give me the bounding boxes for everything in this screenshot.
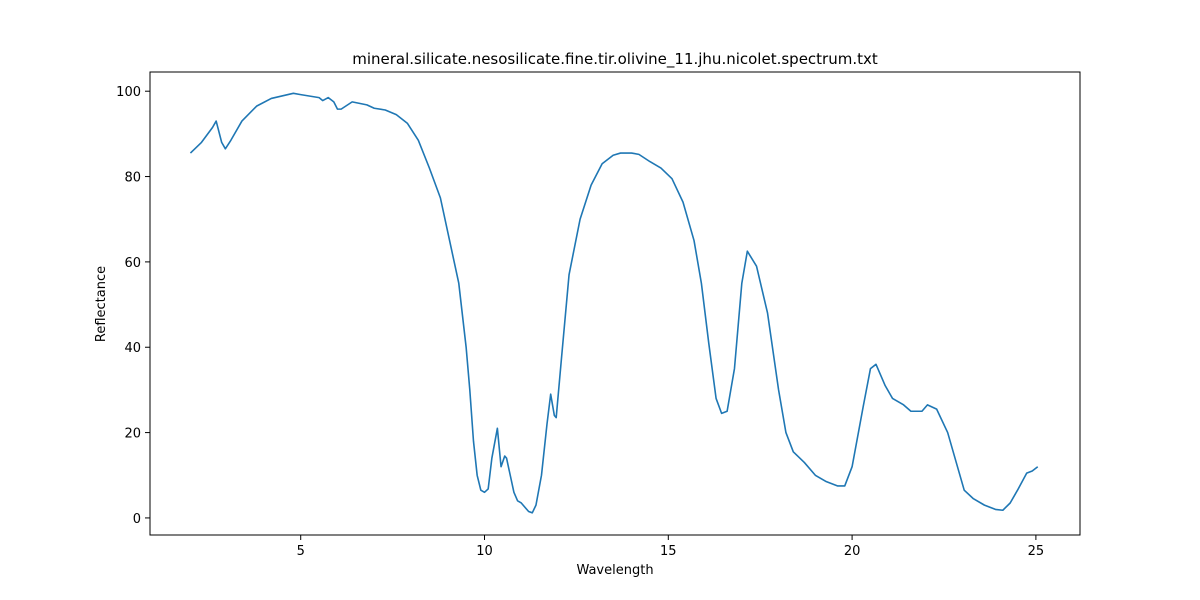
y-tick-label: 40 [124, 341, 141, 356]
chart-title: mineral.silicate.nesosilicate.fine.tir.o… [352, 50, 878, 69]
plot-frame [149, 71, 1081, 536]
y-tick-label: 60 [124, 256, 141, 271]
x-tick-label: 25 [1028, 544, 1045, 559]
y-tick-label: 100 [116, 85, 141, 100]
y-axis-label: Reflectance [94, 266, 109, 342]
y-tick-label: 0 [133, 512, 141, 527]
x-tick-label: 20 [844, 544, 861, 559]
y-tick-label: 20 [124, 427, 141, 442]
x-axis-label: Wavelength [576, 563, 653, 578]
x-tick-label: 15 [660, 544, 677, 559]
y-tick-label: 80 [124, 171, 141, 186]
spectrum-line [189, 92, 1039, 514]
x-tick-label: 10 [476, 544, 493, 559]
x-tick-label: 5 [297, 544, 305, 559]
